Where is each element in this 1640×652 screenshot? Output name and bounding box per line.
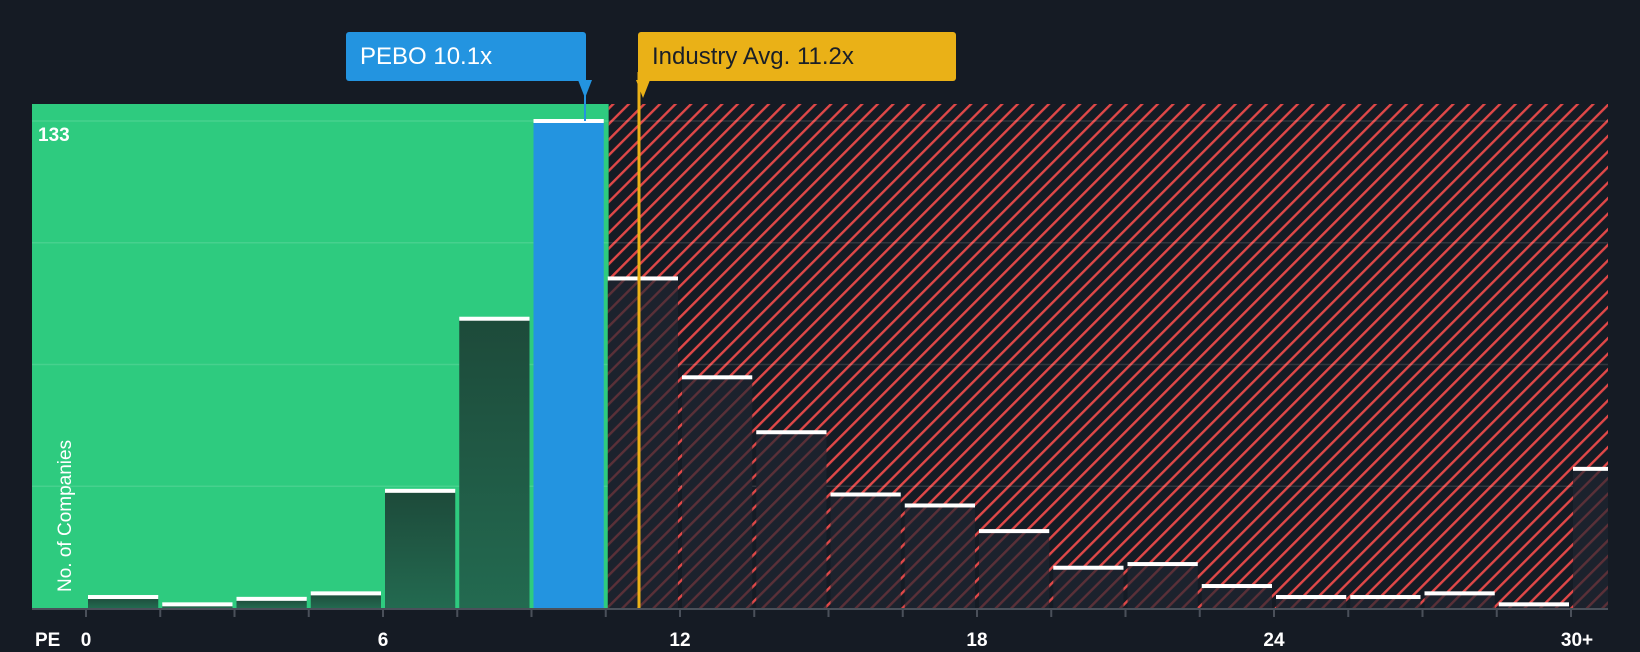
histogram-bar (1573, 468, 1608, 608)
bar-cap (904, 503, 975, 508)
histogram-bar (756, 432, 827, 608)
bar-cap (1201, 584, 1272, 589)
histogram-bar (979, 531, 1050, 608)
bar-cap (236, 596, 307, 601)
x-tick-label: 30+ (1560, 630, 1594, 651)
histogram-bar (682, 377, 753, 608)
y-axis-label: No. of Companies (55, 439, 76, 592)
histogram-bar (310, 593, 381, 608)
bar-cap (756, 430, 827, 435)
bar-cap (1350, 595, 1421, 600)
bar-cap (1573, 466, 1608, 471)
histogram-bar (607, 278, 678, 608)
company-pe-callout: PEBO 10.1x (346, 32, 586, 81)
histogram-bar (533, 121, 604, 608)
y-max-label: 133 (38, 125, 70, 146)
x-tick-label: 12 (669, 630, 691, 651)
bar-cap (1127, 562, 1198, 567)
x-tick-label: 6 (377, 630, 389, 651)
x-axis-label: PE (35, 630, 61, 651)
company-pe-callout-pointer (578, 80, 592, 98)
x-tick-label: 18 (966, 630, 988, 651)
histogram-bar (459, 318, 530, 608)
bar-cap (830, 492, 901, 497)
bar-cap (1276, 595, 1347, 600)
industry-avg-callout: Industry Avg. 11.2x (638, 32, 956, 81)
bar-cap (1053, 565, 1124, 570)
bar-cap (1424, 591, 1495, 596)
bar-cap (1498, 602, 1569, 607)
histogram-bar (88, 597, 159, 608)
histogram-bar (904, 505, 975, 608)
bar-cap (310, 591, 381, 596)
histogram-bar (830, 494, 901, 608)
x-tick-label: 0 (80, 630, 92, 651)
bar-cap (162, 602, 233, 607)
industry-avg-callout-pointer (636, 80, 650, 98)
histogram-bar (1201, 586, 1272, 608)
histogram-bar (236, 598, 307, 608)
histogram-bar (1127, 564, 1198, 608)
bar-cap (385, 488, 456, 493)
histogram-bar (1053, 567, 1124, 608)
x-tick-label: 24 (1263, 630, 1285, 651)
bar-cap (979, 529, 1050, 534)
histogram-bar (1350, 597, 1421, 608)
bar-cap (88, 595, 159, 600)
histogram-bar (385, 490, 456, 608)
bar-cap (533, 119, 604, 123)
histogram-bar (1424, 593, 1495, 608)
bar-cap (459, 316, 530, 321)
bar-cap (682, 375, 753, 380)
histogram-bar (1276, 597, 1347, 608)
bar-cap (607, 276, 678, 281)
